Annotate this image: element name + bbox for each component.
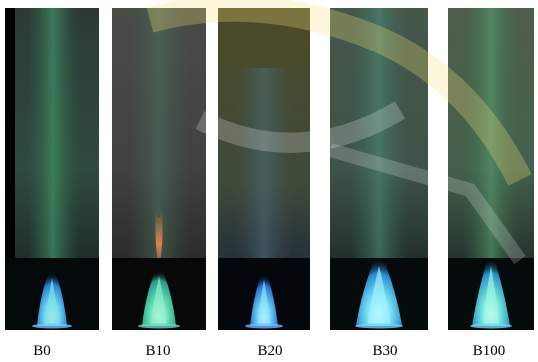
flame-photo-b20 [218, 8, 310, 330]
flame-photo-b30 [330, 8, 428, 330]
panel-label-b10: B10 [145, 343, 171, 359]
flame-photo-b10 [112, 8, 206, 330]
panel-label-b30: B30 [372, 343, 398, 359]
flame-photo-b100 [448, 8, 534, 330]
panel-label-b0: B0 [33, 343, 51, 359]
flame-photo-b0 [5, 8, 99, 330]
panel-label-b20: B20 [257, 343, 283, 359]
panel-label-b100: B100 [472, 343, 506, 359]
